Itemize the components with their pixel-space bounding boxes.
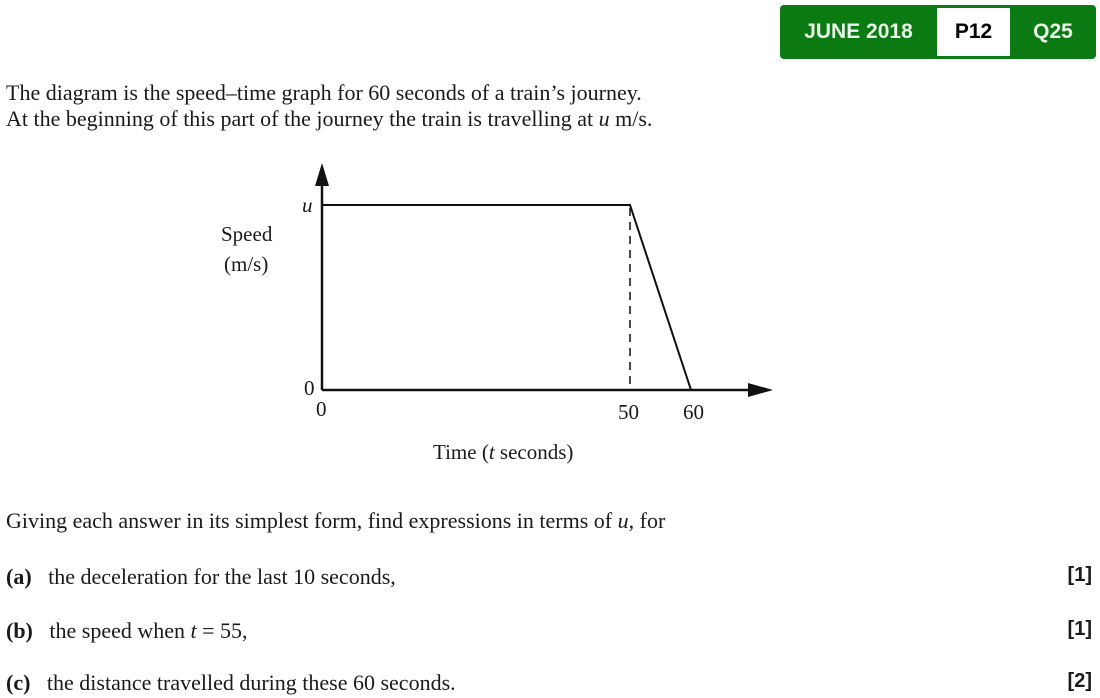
part-b-marks: [1] <box>1067 618 1092 640</box>
instruction-end: , for <box>628 508 666 533</box>
badge-session: JUNE 2018 <box>804 20 913 43</box>
speed-line <box>322 204 692 391</box>
question-badge: JUNE 2018 P12 Q25 <box>780 5 1096 59</box>
x-label-unit: seconds) <box>494 440 574 464</box>
y-tick-0: 0 <box>304 376 315 400</box>
y-axis-label-speed: Speed <box>221 222 273 246</box>
badge-question: Q25 <box>1033 20 1073 43</box>
part-a-text: the deceleration for the last 10 seconds… <box>48 564 396 589</box>
intro-text: At the beginning of this part of the jou… <box>6 106 599 131</box>
x-axis-label: Time (t seconds) <box>433 440 573 465</box>
y-axis-label-unit: (m/s) <box>224 252 269 276</box>
x-label-text: Time ( <box>433 440 489 464</box>
part-c-label: (c) <box>6 670 31 695</box>
intro-unit: m/s. <box>609 106 653 131</box>
part-c: (c) the distance travelled during these … <box>6 670 456 696</box>
part-b-text: the speed when <box>49 618 191 643</box>
instruction-variable: u <box>617 508 629 533</box>
badge-paper: P12 <box>937 8 1010 56</box>
x-axis-arrow <box>748 383 773 397</box>
instruction: Giving each answer in its simplest form,… <box>6 508 665 534</box>
y-tick-u: u <box>302 193 313 217</box>
intro-variable: u <box>598 106 610 131</box>
x-tick-50: 50 <box>618 400 639 424</box>
x-tick-0: 0 <box>316 397 327 421</box>
x-label-variable: t <box>488 440 495 464</box>
x-tick-60: 60 <box>683 400 704 424</box>
part-b: (b) the speed when t = 55, <box>6 618 248 644</box>
part-c-text: the distance travelled during these 60 s… <box>46 670 456 695</box>
part-a-marks: [1] <box>1067 564 1092 586</box>
intro-line-1: The diagram is the speed–time graph for … <box>6 80 642 105</box>
instruction-text: Giving each answer in its simplest form,… <box>6 508 618 533</box>
intro-line-2: At the beginning of this part of the jou… <box>6 106 652 132</box>
part-a: (a) the deceleration for the last 10 sec… <box>6 564 396 590</box>
part-b-value: = 55, <box>196 618 248 643</box>
part-a-label: (a) <box>6 564 32 589</box>
part-c-marks: [2] <box>1067 670 1092 692</box>
y-axis-arrow <box>315 163 329 186</box>
part-b-variable: t <box>190 618 197 643</box>
part-b-label: (b) <box>6 618 33 643</box>
